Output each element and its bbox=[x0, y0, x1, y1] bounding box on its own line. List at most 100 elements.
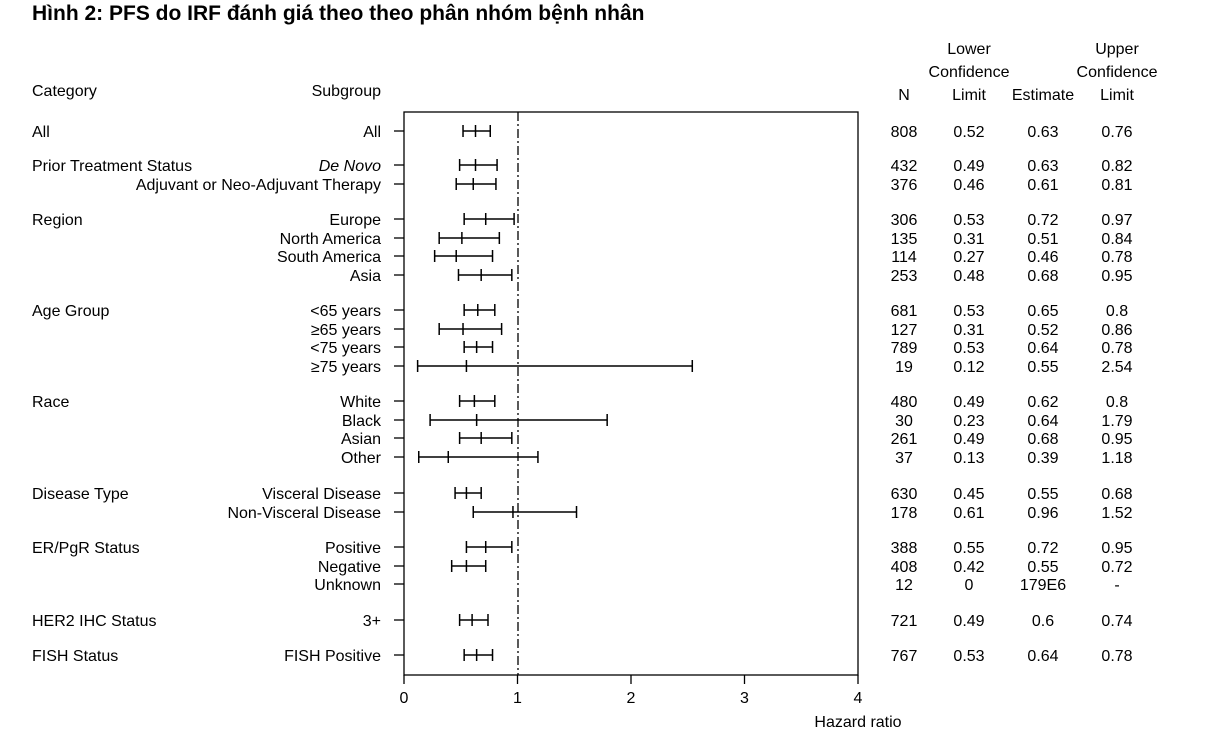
table-row: HER2 IHC Status 3+ 721 0.49 0.6 0.74 bbox=[32, 613, 1133, 630]
rows-layer: All All 808 0.52 0.63 0.76 Prior Treatment Sta… bbox=[32, 124, 1133, 665]
table-row: ≥75 years 19 0.12 0.55 2.54 bbox=[311, 359, 1133, 376]
estimate-value: 0.72 bbox=[1027, 540, 1058, 557]
estimate-value: 0.62 bbox=[1027, 394, 1058, 411]
lower-limit-value: 0.13 bbox=[953, 450, 984, 467]
lower-limit-value: 0.53 bbox=[953, 340, 984, 357]
table-row: Adjuvant or Neo-Adjuvant Therapy 376 0.46 0… bbox=[136, 177, 1133, 194]
x-tick-label: 4 bbox=[854, 690, 863, 707]
subgroup-label: White bbox=[340, 394, 381, 411]
lower-limit-value: 0.53 bbox=[953, 212, 984, 229]
n-value: 789 bbox=[891, 340, 918, 357]
lower-header-line3: Limit bbox=[952, 87, 986, 104]
estimate-value: 0.65 bbox=[1027, 303, 1058, 320]
column-headers: Category Subgroup N Lower Confidence Lim… bbox=[32, 41, 1158, 104]
subgroup-label: Visceral Disease bbox=[262, 486, 381, 503]
estimate-value: 0.63 bbox=[1027, 124, 1058, 141]
upper-limit-value: 0.86 bbox=[1101, 322, 1132, 339]
upper-limit-value: 0.74 bbox=[1101, 613, 1132, 630]
estimate-value: 179E6 bbox=[1020, 577, 1066, 594]
lower-limit-value: 0.49 bbox=[953, 613, 984, 630]
estimate-value: 0.72 bbox=[1027, 212, 1058, 229]
n-value: 12 bbox=[895, 577, 913, 594]
n-value: 261 bbox=[891, 431, 918, 448]
lower-limit-value: 0.31 bbox=[953, 231, 984, 248]
upper-header-line2: Confidence bbox=[1077, 64, 1158, 81]
estimate-value: 0.6 bbox=[1032, 613, 1054, 630]
upper-limit-value: 0.82 bbox=[1101, 158, 1132, 175]
category-label: All bbox=[32, 124, 50, 141]
estimate-header: Estimate bbox=[1012, 87, 1074, 104]
upper-limit-value: 0.68 bbox=[1101, 486, 1132, 503]
subgroup-label: Non-Visceral Disease bbox=[227, 505, 381, 522]
table-row: Disease Type Visceral Disease 630 0.45 0.55 0… bbox=[32, 486, 1133, 503]
n-value: 376 bbox=[891, 177, 918, 194]
n-value: 480 bbox=[891, 394, 918, 411]
upper-limit-value: 1.18 bbox=[1101, 450, 1132, 467]
table-row: Asian 261 0.49 0.68 0.95 bbox=[341, 431, 1133, 448]
x-axis: 0 1 2 3 4 bbox=[400, 675, 863, 707]
estimate-value: 0.39 bbox=[1027, 450, 1058, 467]
estimate-value: 0.52 bbox=[1027, 322, 1058, 339]
upper-limit-value: 0.95 bbox=[1101, 540, 1132, 557]
lower-limit-value: 0.53 bbox=[953, 648, 984, 665]
upper-limit-value: 1.79 bbox=[1101, 413, 1132, 430]
n-value: 37 bbox=[895, 450, 913, 467]
subgroup-label: De Novo bbox=[319, 158, 381, 175]
estimate-value: 0.61 bbox=[1027, 177, 1058, 194]
upper-limit-value: 0.8 bbox=[1106, 394, 1128, 411]
n-value: 408 bbox=[891, 559, 918, 576]
category-label: Age Group bbox=[32, 303, 109, 320]
subgroup-label: South America bbox=[277, 249, 381, 266]
estimate-value: 0.64 bbox=[1027, 340, 1058, 357]
upper-limit-value: 0.78 bbox=[1101, 648, 1132, 665]
lower-limit-value: 0.55 bbox=[953, 540, 984, 557]
estimate-value: 0.63 bbox=[1027, 158, 1058, 175]
n-value: 630 bbox=[891, 486, 918, 503]
table-row: South America 114 0.27 0.46 0.78 bbox=[277, 249, 1133, 266]
lower-limit-value: 0.23 bbox=[953, 413, 984, 430]
upper-limit-value: 0.97 bbox=[1101, 212, 1132, 229]
n-value: 30 bbox=[895, 413, 913, 430]
n-value: 388 bbox=[891, 540, 918, 557]
x-tick-label: 2 bbox=[627, 690, 636, 707]
category-label: Prior Treatment Status bbox=[32, 158, 192, 175]
n-value: 114 bbox=[891, 249, 917, 266]
estimate-value: 0.68 bbox=[1027, 268, 1058, 285]
subgroup-label: <65 years bbox=[310, 303, 381, 320]
lower-limit-value: 0.12 bbox=[953, 359, 984, 376]
subgroup-label: ≥65 years bbox=[311, 322, 381, 339]
figure-title: Hình 2: PFS do IRF đánh giá theo theo ph… bbox=[32, 2, 645, 25]
table-row: ≥65 years 127 0.31 0.52 0.86 bbox=[311, 322, 1133, 339]
x-tick-label: 1 bbox=[513, 690, 522, 707]
category-label: FISH Status bbox=[32, 648, 118, 665]
lower-limit-value: 0.53 bbox=[953, 303, 984, 320]
lower-header-line2: Confidence bbox=[929, 64, 1010, 81]
n-value: 253 bbox=[891, 268, 918, 285]
upper-header-line3: Limit bbox=[1100, 87, 1134, 104]
lower-limit-value: 0.48 bbox=[953, 268, 984, 285]
estimate-value: 0.51 bbox=[1027, 231, 1058, 248]
table-row: Asia 253 0.48 0.68 0.95 bbox=[350, 268, 1133, 285]
estimate-value: 0.55 bbox=[1027, 486, 1058, 503]
table-row: Black 30 0.23 0.64 1.79 bbox=[342, 413, 1133, 430]
table-row: Non-Visceral Disease 178 0.61 0.96 1.52 bbox=[227, 505, 1132, 522]
n-value: 432 bbox=[891, 158, 918, 175]
subgroup-label: North America bbox=[280, 231, 381, 248]
table-row: Negative 408 0.42 0.55 0.72 bbox=[318, 559, 1133, 576]
n-value: 306 bbox=[891, 212, 918, 229]
n-value: 721 bbox=[891, 613, 918, 630]
category-label: Region bbox=[32, 212, 83, 229]
table-row: North America 135 0.31 0.51 0.84 bbox=[280, 231, 1133, 248]
estimate-value: 0.96 bbox=[1027, 505, 1058, 522]
subgroup-label: Positive bbox=[325, 540, 381, 557]
table-row: FISH Status FISH Positive 767 0.53 0.64 0.78 bbox=[32, 648, 1133, 665]
upper-limit-value: 0.72 bbox=[1101, 559, 1132, 576]
lower-limit-value: 0.52 bbox=[953, 124, 984, 141]
table-row: Other 37 0.13 0.39 1.18 bbox=[341, 450, 1133, 467]
x-axis-label: Hazard ratio bbox=[814, 714, 901, 731]
lower-limit-value: 0.31 bbox=[953, 322, 984, 339]
upper-limit-value: 0.76 bbox=[1101, 124, 1132, 141]
upper-limit-value: 2.54 bbox=[1101, 359, 1132, 376]
table-row: <75 years 789 0.53 0.64 0.78 bbox=[310, 340, 1132, 357]
estimate-value: 0.55 bbox=[1027, 559, 1058, 576]
